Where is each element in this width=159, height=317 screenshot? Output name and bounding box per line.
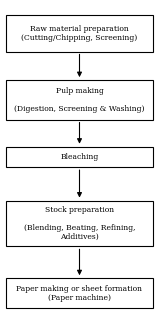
Text: Pulp making

(Digestion, Screening & Washing): Pulp making (Digestion, Screening & Wash… <box>14 87 145 113</box>
Text: Paper making or sheet formation
(Paper machine): Paper making or sheet formation (Paper m… <box>17 285 142 302</box>
Text: Stock preparation

(Blending, Beating, Refining,
Additives): Stock preparation (Blending, Beating, Re… <box>24 206 135 241</box>
FancyBboxPatch shape <box>6 15 153 51</box>
Text: Bleaching: Bleaching <box>60 153 99 161</box>
FancyBboxPatch shape <box>6 278 153 308</box>
FancyBboxPatch shape <box>6 146 153 167</box>
Text: Raw material preparation
(Cutting/Chipping, Screening): Raw material preparation (Cutting/Chippi… <box>21 25 138 42</box>
FancyBboxPatch shape <box>6 80 153 120</box>
FancyBboxPatch shape <box>6 201 153 247</box>
